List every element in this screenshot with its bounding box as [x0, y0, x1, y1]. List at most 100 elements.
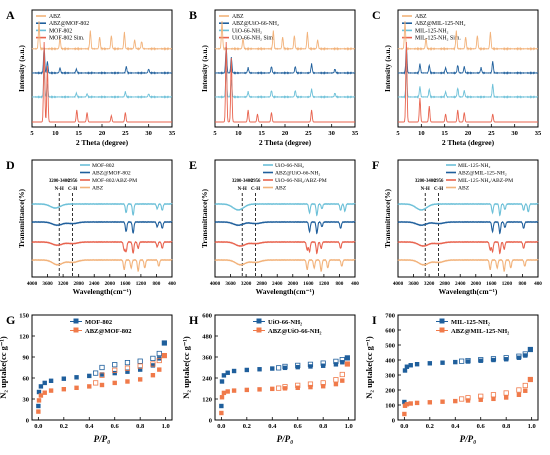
legend-label: ABZ [415, 14, 427, 20]
x-tick-label: 2400 [455, 281, 466, 287]
x-tick-label: 3600 [408, 281, 419, 287]
adsorption-point [61, 376, 67, 381]
y-tick-label: 150 [19, 313, 29, 320]
desorption-point [465, 357, 471, 364]
adsorption-point [74, 375, 79, 380]
y-axis-label: Transmittance(%) [383, 188, 392, 248]
desorption-point [333, 358, 339, 364]
x-tick-label: 1600 [486, 281, 497, 287]
ftir-trace [214, 220, 356, 235]
adsorption-point [427, 400, 433, 405]
legend-label: ABZ [458, 186, 470, 192]
y-tick-label: 0 [26, 418, 29, 425]
x-tick-label: 5 [396, 130, 400, 137]
adsorption-point [333, 381, 339, 387]
adsorption-point [270, 386, 275, 392]
desorption-point [161, 352, 167, 359]
legend-marker [73, 318, 79, 324]
desorption-point [527, 376, 533, 383]
legend-label: UiO-66-NH₂ [275, 163, 304, 169]
desorption-point [459, 358, 465, 364]
adsorption-point [523, 353, 528, 358]
x-tick-label: 10 [235, 130, 242, 137]
x-tick-label: 10 [418, 130, 425, 137]
adsorption-point [219, 379, 225, 384]
desorption-point [112, 367, 118, 373]
desorption-point [137, 358, 143, 364]
xrd-trace [214, 21, 356, 51]
x-tick-label: 0.2 [426, 423, 434, 430]
desorption-point [276, 385, 282, 391]
xrd-trace [32, 41, 172, 123]
x-axis-label: P/P₀ [94, 434, 111, 444]
annotation-nh: N-H [55, 187, 64, 192]
legend-label: ABZ@UiO-66-NH₂ [268, 328, 322, 335]
adsorption-point [36, 403, 41, 409]
desorption-point [333, 377, 339, 383]
adsorption-point [440, 360, 445, 365]
legend-label: ABZ@UiO-66-NH₂ [232, 21, 279, 27]
panel-f: F 4000 3600 3200 2800 2400 2000 1600 1200 800 400 W… [372, 158, 542, 296]
desorption-point [93, 370, 99, 376]
x-tick-label: 0.2 [243, 423, 251, 430]
x-tick-label: 3600 [225, 281, 236, 287]
x-tick-label: 30 [328, 130, 335, 137]
annotation-ch: C-H [434, 187, 443, 192]
legend-label: MOF-802 Sim. [49, 36, 85, 42]
desorption-point [99, 364, 105, 371]
legend-label: MIL-125-NH₂/ABZ-PM [458, 178, 513, 184]
x-tick-label: 3600 [42, 281, 53, 287]
annotation-ch: C-H [68, 187, 77, 192]
ftir-trace [31, 202, 173, 216]
desorption-point [137, 363, 143, 369]
annotation-range: 3200-3400 [49, 179, 70, 184]
legend-label: UiO-66-NH₂ Sim. [232, 36, 275, 42]
desorption-point [282, 384, 288, 390]
adsorption-point [219, 395, 225, 400]
x-tick-label: 800 [153, 281, 161, 287]
desorption-point [320, 360, 326, 366]
ftir-trace [31, 240, 173, 254]
x-axis-label: 2 Theta (degree) [442, 138, 495, 147]
adsorption-point [402, 399, 407, 405]
x-tick-label: 20 [99, 130, 106, 137]
annotation-nh: N-H [421, 187, 430, 192]
adsorption-point [465, 398, 471, 403]
y-tick-label: 0 [392, 418, 395, 425]
adsorption-point [404, 402, 410, 407]
y-tick-label: 100 [385, 403, 395, 410]
x-tick-label: 1200 [319, 281, 330, 287]
desorption-point [490, 356, 497, 362]
adsorption-point [36, 409, 41, 414]
x-axis-label: P/P₀ [277, 434, 294, 444]
x-axis-label: 2 Theta (degree) [259, 138, 312, 147]
legend-label: ABZ@MOF-802 [92, 171, 131, 177]
desorption-point [112, 362, 118, 368]
adsorption-point [125, 379, 130, 384]
adsorption-point [440, 399, 445, 404]
adsorption-point [231, 368, 237, 374]
x-tick-label: 2400 [272, 281, 283, 287]
desorption-point [522, 382, 528, 389]
x-tick-label: 35 [169, 130, 176, 137]
legend-label: UiO-66-NH₂ [232, 28, 262, 34]
y-tick-label: 60 [23, 376, 30, 383]
adsorption-point [345, 355, 350, 361]
adsorption-point [221, 390, 227, 396]
desorption-point [527, 346, 533, 353]
desorption-point [150, 355, 156, 362]
adsorption-point [491, 357, 496, 363]
legend-label: MIL-125-NH₂ Sim. [415, 36, 461, 42]
x-tick-label: 0.6 [477, 423, 486, 430]
annotation-peak: 2956 [434, 179, 444, 184]
annotation-range: 3200-3400 [415, 179, 436, 184]
panel-c: C 5 10 15 20 25 30 35 2 Theta (degree) Intensity … [372, 8, 542, 147]
legend-label: MIL-125-NH₂ [451, 319, 490, 326]
desorption-point [522, 351, 528, 357]
x-tick-label: 0.2 [60, 423, 68, 430]
x-tick-label: 1.0 [162, 423, 170, 430]
x-tick-label: 0.0 [34, 423, 42, 430]
x-tick-label: 2800 [73, 281, 84, 287]
desorption-point [344, 355, 350, 361]
legend-marker [439, 318, 445, 324]
